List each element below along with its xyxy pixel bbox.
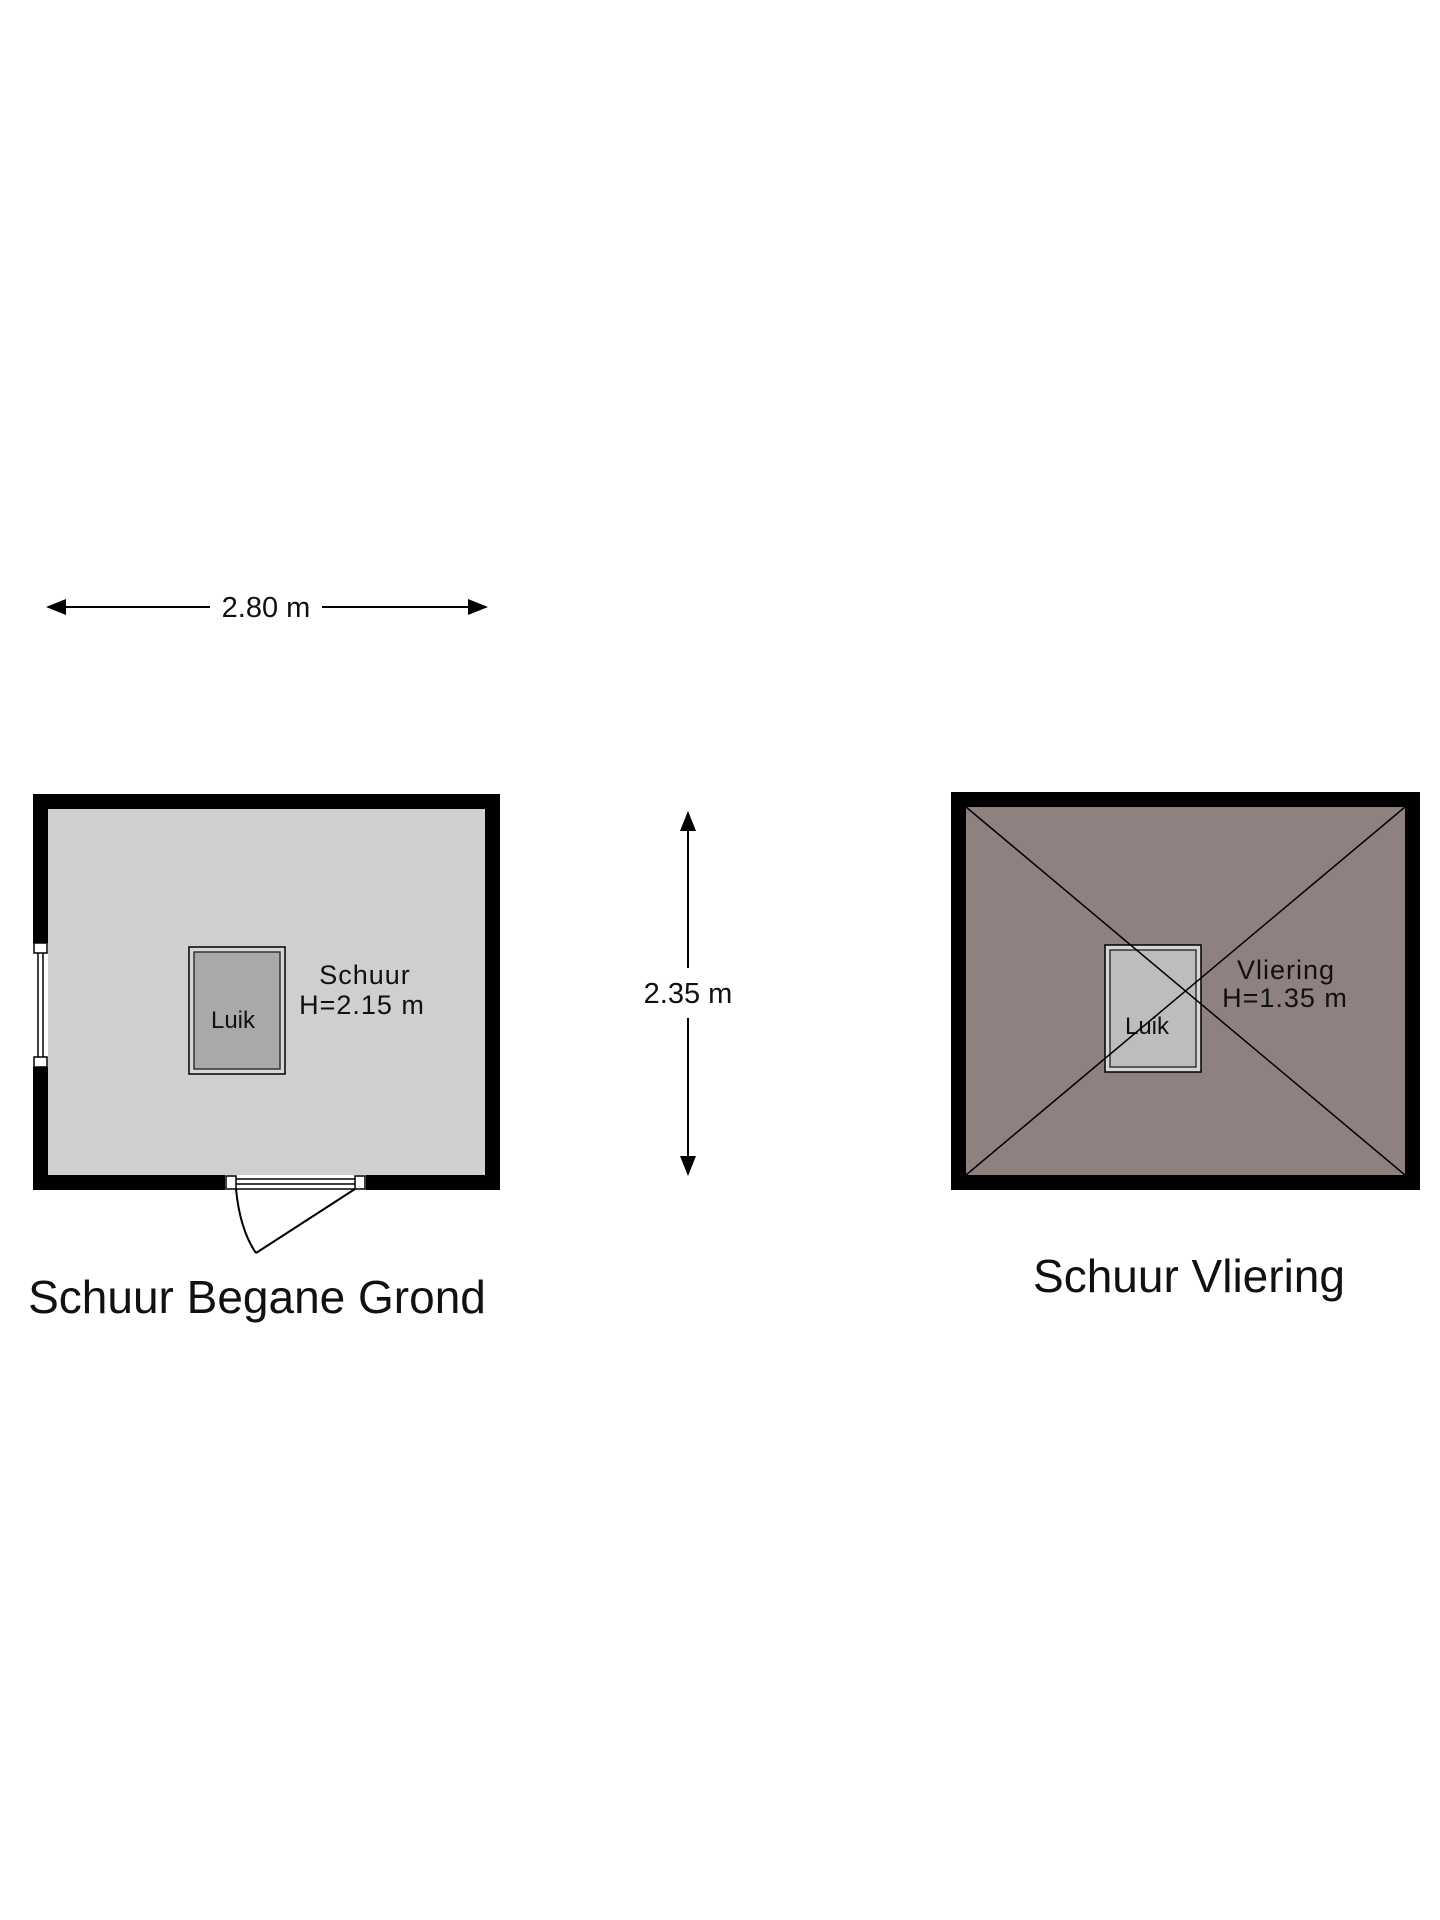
ground-floor-hatch-label: Luik (211, 1007, 256, 1034)
attic-hatch: Luik (1104, 944, 1202, 1073)
attic-slope-diagonal (965, 806, 1406, 1176)
ground-floor-hatch: Luik (188, 946, 286, 1075)
width-dimension: 2.80 m (46, 592, 488, 624)
attic-room-name: Vliering (1237, 955, 1335, 985)
attic-title: Schuur Vliering (1033, 1250, 1345, 1302)
ground-floor-title: Schuur Begane Grond (28, 1271, 486, 1323)
attic-room-height: H=1.35 m (1222, 983, 1348, 1013)
depth-dimension-label: 2.35 m (644, 978, 733, 1010)
depth-dimension: 2.35 m (644, 811, 733, 1176)
width-dimension-label: 2.80 m (222, 592, 311, 624)
attic-plan: Luik Vliering H=1.35 m (951, 792, 1420, 1190)
ground-floor-plan: Luik Schuur H=2.15 m (33, 794, 500, 1254)
door-swing-arc (235, 1188, 257, 1254)
window (33, 942, 48, 1068)
ground-floor-room-name: Schuur (319, 960, 411, 990)
ground-floor-room-height: H=2.15 m (299, 990, 425, 1020)
door-leaf (255, 1188, 356, 1254)
door (225, 1175, 366, 1254)
